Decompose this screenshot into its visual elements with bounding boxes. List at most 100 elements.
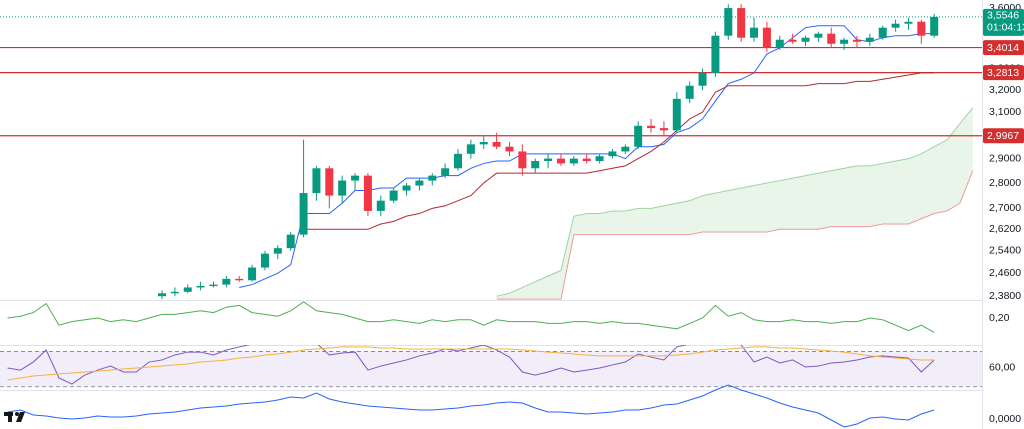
y-tick-label: 0,20 bbox=[989, 312, 1010, 324]
candle-body bbox=[454, 153, 463, 169]
indicator-pane bbox=[7, 301, 935, 333]
indicator-pane bbox=[7, 384, 935, 428]
candle-body bbox=[672, 98, 681, 131]
candle-body bbox=[312, 168, 321, 194]
candle-body bbox=[852, 39, 861, 42]
candle-body bbox=[865, 37, 874, 42]
candle-body bbox=[724, 8, 733, 36]
candle-body bbox=[698, 72, 707, 86]
candle-body bbox=[775, 39, 784, 48]
countdown-label: 01:04:13 bbox=[987, 22, 1024, 34]
y-tick-label: 3,1000 bbox=[989, 106, 1021, 118]
indicator-line bbox=[7, 345, 935, 385]
y-tick-label: 60,00 bbox=[989, 361, 1015, 373]
candle-body bbox=[801, 37, 810, 42]
y-tick-label: 2,7000 bbox=[989, 202, 1021, 214]
y-tick-label: 0,0000 bbox=[989, 413, 1021, 425]
y-tick-label: 2,6200 bbox=[989, 223, 1021, 235]
candle-body bbox=[608, 151, 617, 157]
candle-body bbox=[492, 142, 501, 147]
candle-body bbox=[840, 39, 849, 44]
candle-body bbox=[441, 168, 450, 176]
price-line-label-box bbox=[983, 65, 1024, 81]
rsi-pane bbox=[0, 345, 982, 388]
candle-body bbox=[827, 33, 836, 44]
candle-body bbox=[544, 158, 553, 162]
band-fill bbox=[0, 351, 982, 387]
price-line-label-box bbox=[983, 128, 1024, 144]
candle-body bbox=[891, 23, 900, 28]
price-line-label: 3,4014 bbox=[987, 42, 1019, 54]
cloud-lower-line bbox=[496, 170, 974, 300]
candle-body bbox=[930, 16, 939, 36]
candle-body bbox=[376, 200, 385, 211]
candle-body bbox=[170, 291, 179, 294]
indicator-line bbox=[303, 72, 935, 230]
candle-body bbox=[286, 234, 295, 249]
logo-part bbox=[16, 412, 25, 422]
cloud-fill bbox=[496, 107, 973, 300]
candle-body bbox=[402, 185, 411, 191]
price-line-label-box bbox=[983, 40, 1024, 56]
cloud-upper-line bbox=[496, 107, 974, 297]
candle-body bbox=[750, 27, 759, 38]
candle-body bbox=[531, 161, 540, 169]
price-line-label: 3,2813 bbox=[987, 67, 1019, 79]
y-tick-label: 2,5400 bbox=[989, 245, 1021, 257]
candle-body bbox=[788, 39, 797, 42]
candle-body bbox=[621, 146, 630, 152]
candle-body bbox=[299, 193, 308, 235]
y-tick-label: 2,4600 bbox=[989, 267, 1021, 279]
logo bbox=[4, 412, 25, 422]
candle-body bbox=[273, 248, 282, 254]
candle-body bbox=[351, 175, 360, 181]
candle-body bbox=[158, 293, 166, 297]
candle-body bbox=[634, 125, 643, 147]
candle-body bbox=[415, 180, 424, 186]
candle-body bbox=[325, 168, 334, 196]
candle-body bbox=[569, 158, 578, 164]
candle-body bbox=[338, 180, 347, 196]
indicator-line bbox=[7, 301, 935, 333]
y-tick-label: 2,8000 bbox=[989, 177, 1021, 189]
candle-body bbox=[183, 287, 192, 292]
candle-body bbox=[248, 267, 257, 281]
candle-body bbox=[904, 21, 913, 24]
candle-body bbox=[647, 125, 656, 129]
price-pane bbox=[0, 4, 982, 300]
candle-body bbox=[685, 85, 694, 99]
candle-body bbox=[659, 128, 668, 131]
candle-body bbox=[479, 142, 488, 145]
candle-body bbox=[428, 175, 437, 181]
candle-body bbox=[260, 253, 269, 268]
candle-body bbox=[505, 146, 514, 152]
y-tick-label: 2,3800 bbox=[989, 290, 1021, 302]
candle-body bbox=[878, 27, 887, 38]
price-line-label: 2,9967 bbox=[987, 130, 1019, 142]
candle-body bbox=[196, 286, 205, 288]
price-axis: 3,60003,30003,20003,10002,90002,80002,70… bbox=[983, 2, 1024, 425]
candle-body bbox=[466, 144, 475, 154]
candle-body bbox=[222, 278, 231, 285]
candle-body bbox=[814, 33, 823, 38]
logo-part bbox=[15, 412, 19, 416]
indicator-line bbox=[7, 346, 935, 381]
candle-body bbox=[209, 284, 218, 287]
candle-body bbox=[711, 35, 720, 73]
candle-body bbox=[595, 156, 604, 162]
candle-body bbox=[518, 151, 527, 169]
y-tick-label: 3,2000 bbox=[989, 84, 1021, 96]
candle-body bbox=[582, 158, 591, 162]
candle-body bbox=[762, 27, 771, 48]
last-price-box bbox=[983, 8, 1024, 36]
candle-body bbox=[363, 175, 372, 211]
indicator-line bbox=[7, 384, 935, 428]
logo-part bbox=[8, 412, 12, 422]
candle-body bbox=[235, 278, 244, 281]
candle-body bbox=[389, 190, 398, 201]
y-tick-label: 2,9000 bbox=[989, 152, 1021, 164]
candle-body bbox=[737, 8, 746, 38]
